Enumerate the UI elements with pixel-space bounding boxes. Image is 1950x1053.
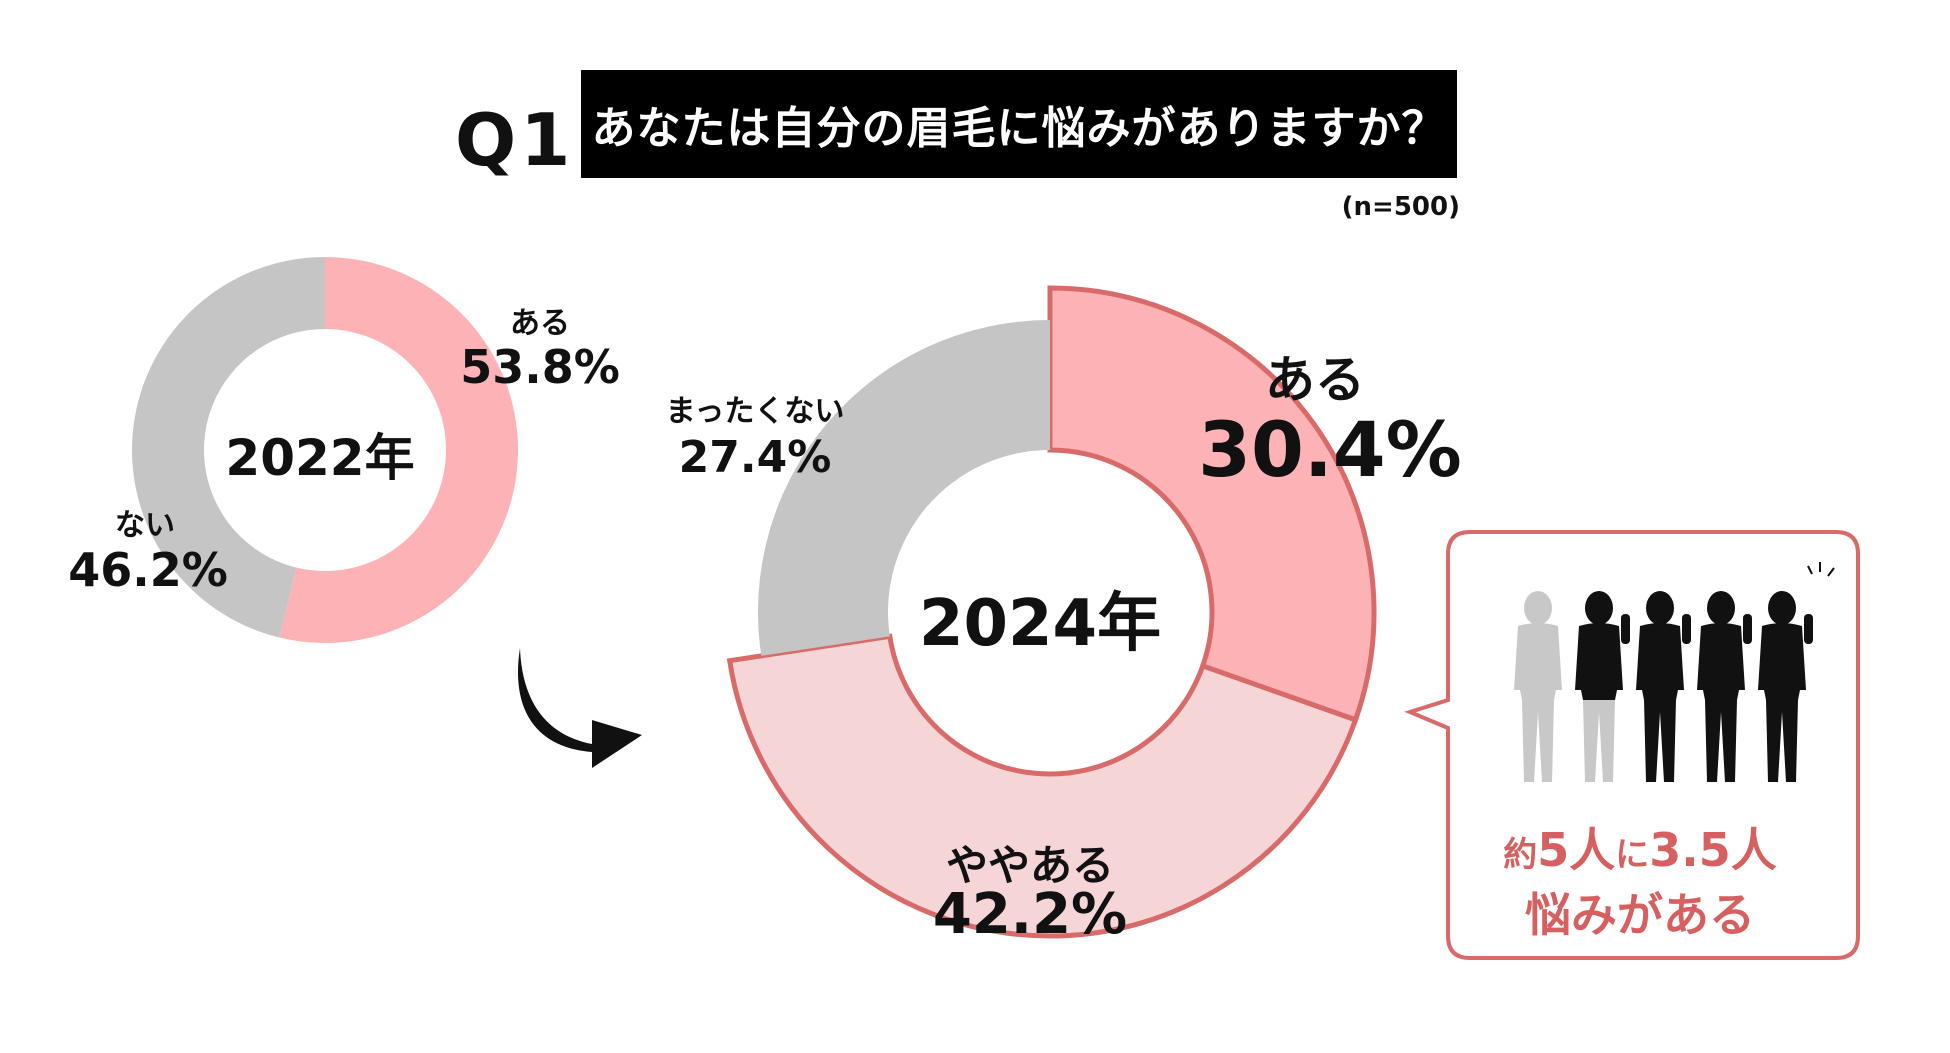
slice-value-2024-aru: 30.4%	[1198, 405, 1462, 494]
callout-line-2: 悩みがある	[1525, 888, 1755, 942]
year-label-2022: 2022年	[225, 429, 415, 487]
slice-label-2024-mattaku-nai: まったくない	[665, 394, 845, 429]
year-label-2024: 2024年	[918, 587, 1162, 661]
transition-arrow	[517, 648, 642, 768]
slice-label-2024-yaya-aru: ややある	[945, 841, 1114, 890]
emphasis-mark	[1807, 565, 1813, 575]
emphasis-mark	[1827, 567, 1835, 577]
callout-number-2: 3.5人	[1649, 823, 1777, 877]
person-icon	[1514, 591, 1562, 782]
question-label: Q1	[455, 98, 575, 182]
callout-text: 約5人に3.5人 悩みがある	[1440, 820, 1840, 945]
donut-2022-slice-0	[279, 257, 519, 643]
question-text: あなたは自分の眉毛に悩みがありますか？	[591, 103, 1447, 154]
slice-value-2024-mattaku-nai: 27.4%	[678, 432, 832, 483]
person-icon	[1575, 591, 1630, 782]
callout-mid: に	[1615, 835, 1650, 875]
slice-label-2022-nai: ない	[115, 508, 175, 543]
donut-2024-slice-0	[1047, 285, 1377, 724]
slice-value-2024-yaya-aru: 42.2%	[932, 882, 1128, 947]
person-icon	[1636, 591, 1691, 782]
donut-2022-slice-1	[132, 257, 325, 638]
donut-2024-slice-1	[726, 633, 1359, 939]
donut-2024-slice-2	[758, 320, 1050, 656]
slice-value-2022-aru: 53.8%	[460, 340, 620, 394]
person-icon	[1758, 591, 1813, 782]
sample-size: (n=500)	[1341, 192, 1460, 222]
question-title-box: あなたは自分の眉毛に悩みがありますか？	[581, 70, 1457, 178]
person-icon	[1697, 591, 1752, 782]
slice-label-2022-aru: ある	[510, 306, 570, 341]
callout-line-1: 約5人に3.5人	[1440, 820, 1840, 885]
slice-label-2024-aru: ある	[1265, 351, 1365, 409]
donut-2022	[132, 257, 519, 643]
callout-prefix: 約	[1503, 835, 1538, 875]
people-icons	[1514, 562, 1835, 782]
donut-2024	[726, 285, 1377, 939]
slice-value-2022-nai: 46.2%	[68, 543, 228, 597]
callout-number-1: 5人	[1537, 823, 1616, 877]
